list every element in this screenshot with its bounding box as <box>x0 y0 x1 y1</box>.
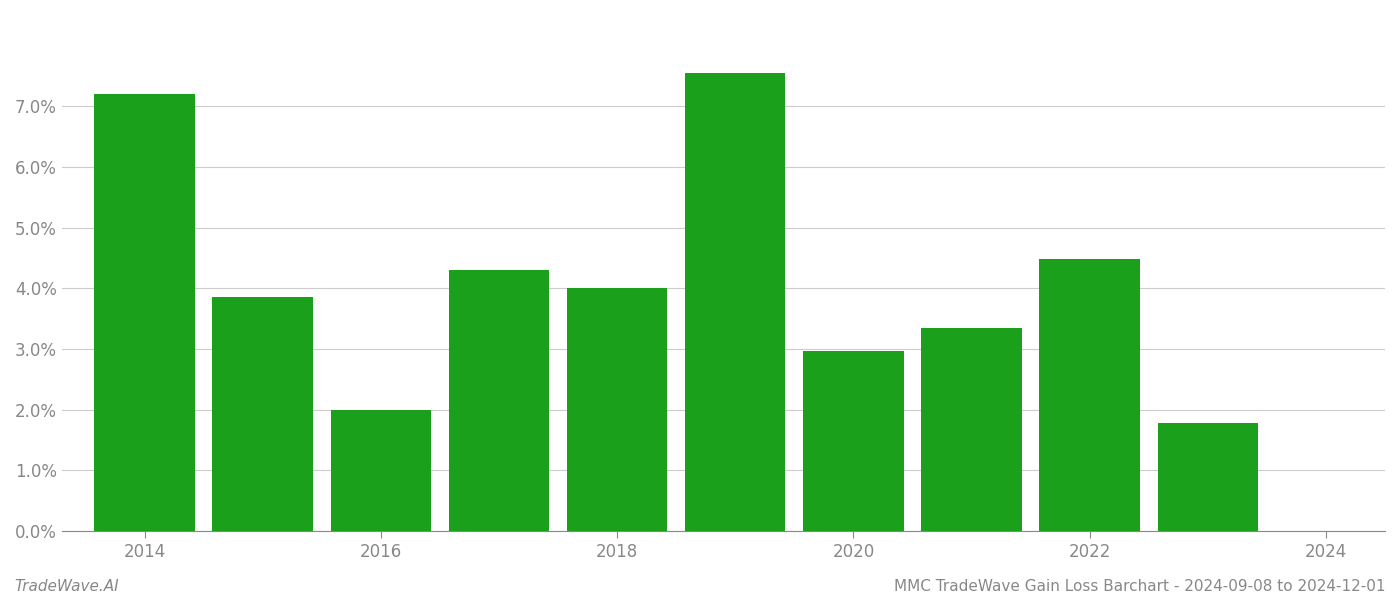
Bar <box>567 288 668 531</box>
Bar <box>685 73 785 531</box>
Bar <box>449 270 549 531</box>
Bar <box>94 94 195 531</box>
Bar <box>213 298 314 531</box>
Text: TradeWave.AI: TradeWave.AI <box>14 579 119 594</box>
Text: MMC TradeWave Gain Loss Barchart - 2024-09-08 to 2024-12-01: MMC TradeWave Gain Loss Barchart - 2024-… <box>895 579 1386 594</box>
Bar <box>804 351 903 531</box>
Bar <box>1039 259 1140 531</box>
Bar <box>330 410 431 531</box>
Bar <box>1158 423 1259 531</box>
Bar <box>921 328 1022 531</box>
